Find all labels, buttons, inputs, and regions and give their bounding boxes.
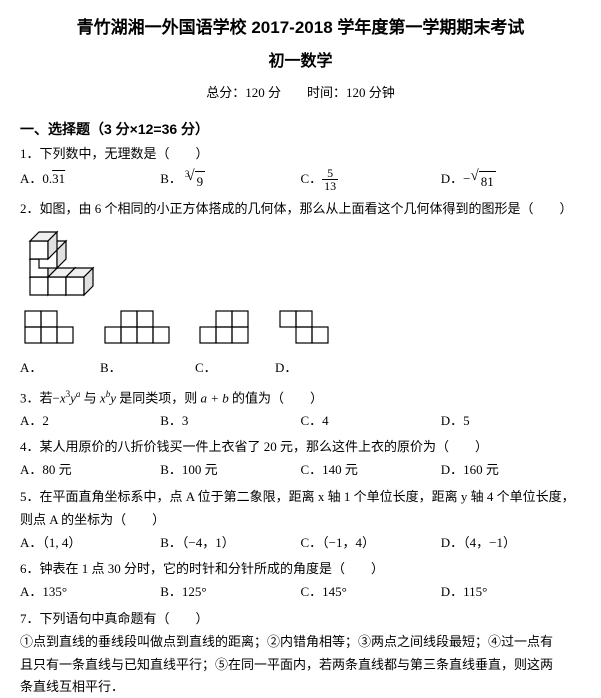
q2-opt-C: C． xyxy=(195,306,255,379)
q3-opt-C: C．4 xyxy=(301,411,441,432)
q6-text: 6．钟表在 1 点 30 分时，它的时针和分针所成的角度是（ ） xyxy=(20,559,581,580)
q5-opt-D: D．（4，−1） xyxy=(441,533,581,554)
q4-opt-C: C．140 元 xyxy=(301,460,441,481)
q4-opt-B: B．100 元 xyxy=(160,460,300,481)
q6-opt-D: D．115° xyxy=(441,582,581,603)
q1-opt-D: D．− √ 81 xyxy=(441,167,581,193)
exam-subtitle: 初一数学 xyxy=(20,49,581,75)
q4-opt-A: A．80 元 xyxy=(20,460,160,481)
q1-opt-C: C． 5 13 xyxy=(301,167,441,193)
q3-opt-A: A．2 xyxy=(20,411,160,432)
exam-meta: 总分：120 分 时间：120 分钟 xyxy=(20,83,581,104)
q3-text: 3．若−x3ya 与 xby 是同类项，则 a + b 的值为（ ） xyxy=(20,387,581,409)
q6-opt-A: A．135° xyxy=(20,582,160,603)
square-root-icon: √ 81 xyxy=(470,169,495,191)
q2-opt-B: B． xyxy=(100,306,175,379)
q5-opt-C: C．（−1，4） xyxy=(301,533,441,554)
q6-opt-B: B．125° xyxy=(160,582,300,603)
q5-opt-B: B．（−4，1） xyxy=(160,533,300,554)
fraction-icon: 5 13 xyxy=(322,167,338,193)
q1-options: A．0.31 B． 3 √ 9 C． 5 13 D．− √ 81 xyxy=(20,167,581,193)
q5-line1: 5．在平面直角坐标系中，点 A 位于第二象限，距离 x 轴 1 个单位长度，距离… xyxy=(20,487,581,508)
exam-title: 青竹湖湘一外国语学校 2017-2018 学年度第一学期期末考试 xyxy=(20,14,581,41)
section-1-heading: 一、选择题（3 分×12=36 分） xyxy=(20,118,581,140)
q7-line3: 条直线互相平行． xyxy=(20,677,581,698)
q4-options: A．80 元 B．100 元 C．140 元 D．160 元 xyxy=(20,460,581,481)
q1-text: 1．下列数中，无理数是（ ） xyxy=(20,144,581,165)
q7-line1: ①点到直线的垂线段叫做点到直线的距离；②内错角相等；③两点之间线段最短；④过一点… xyxy=(20,632,581,653)
q4-text: 4．某人用原价的八折价钱买一件上衣省了 20 元，那么这件上衣的原价为（ ） xyxy=(20,437,581,458)
q2-opt-D: D． xyxy=(275,306,335,379)
cube-root-icon: 3 √ 9 xyxy=(182,169,205,191)
q7-text: 7．下列语句中真命题有（ ） xyxy=(20,609,581,630)
q7-line2: 且只有一条直线与已知直线平行；⑤在同一平面内，若两条直线都与第三条直线垂直，则这… xyxy=(20,655,581,676)
q5-opt-A: A．（1, 4） xyxy=(20,533,160,554)
q2-options-row: A． B． C． D． xyxy=(20,306,581,379)
q2-text: 2．如图，由 6 个相同的小正方体搭成的几何体，那么从上面看这个几何体得到的图形… xyxy=(20,199,581,220)
q6-options: A．135° B．125° C．145° D．115° xyxy=(20,582,581,603)
q5-line2: 则点 A 的坐标为（ ） xyxy=(20,510,581,531)
q1-opt-B: B． 3 √ 9 xyxy=(160,167,300,193)
q3-options: A．2 B．3 C．4 D．5 xyxy=(20,411,581,432)
q4-opt-D: D．160 元 xyxy=(441,460,581,481)
q3-opt-B: B．3 xyxy=(160,411,300,432)
q3-opt-D: D．5 xyxy=(441,411,581,432)
q5-options: A．（1, 4） B．（−4，1） C．（−1，4） D．（4，−1） xyxy=(20,533,581,554)
q2-solid-figure xyxy=(20,222,581,302)
q6-opt-C: C．145° xyxy=(301,582,441,603)
q1-opt-A: A．0.31 xyxy=(20,167,160,193)
q2-opt-A: A． xyxy=(20,306,80,379)
